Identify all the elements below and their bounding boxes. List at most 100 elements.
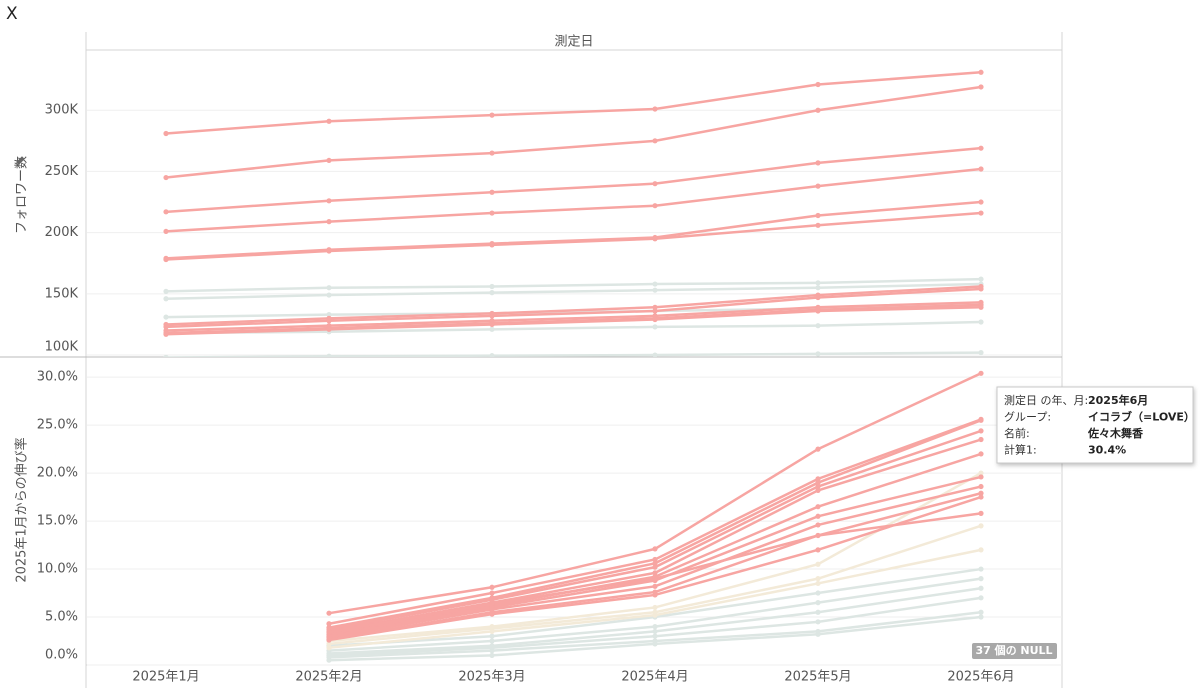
y-tick-label: 200K bbox=[45, 225, 79, 240]
data-point bbox=[815, 580, 821, 587]
data-point bbox=[815, 600, 821, 606]
data-point bbox=[815, 294, 821, 301]
data-point bbox=[326, 641, 332, 647]
data-point bbox=[489, 648, 495, 654]
y-tick-label: 20.0% bbox=[37, 466, 78, 481]
data-point bbox=[326, 285, 332, 291]
data-point bbox=[978, 576, 984, 582]
data-point bbox=[652, 181, 658, 187]
data-point bbox=[815, 631, 821, 637]
column-header: 測定日 bbox=[554, 35, 593, 50]
tooltip-label: 名前: bbox=[1004, 426, 1030, 440]
data-point bbox=[815, 609, 821, 615]
data-point bbox=[652, 304, 658, 310]
data-point bbox=[652, 203, 658, 209]
y-tick-label: 5.0% bbox=[45, 610, 78, 625]
data-point bbox=[978, 566, 984, 572]
data-point bbox=[978, 319, 984, 325]
data-point bbox=[978, 609, 984, 615]
y-tick-label: 100K bbox=[45, 340, 79, 355]
data-point bbox=[978, 483, 984, 490]
tooltip-value: 30.4% bbox=[1088, 444, 1126, 457]
data-point bbox=[326, 318, 332, 324]
series-group bbox=[326, 370, 984, 663]
data-point bbox=[978, 470, 984, 476]
data-point bbox=[652, 612, 658, 618]
close-button[interactable]: X bbox=[6, 4, 18, 24]
data-point bbox=[652, 236, 658, 242]
data-point bbox=[978, 417, 984, 423]
data-point bbox=[489, 242, 495, 248]
data-point bbox=[326, 198, 332, 204]
data-point bbox=[815, 590, 821, 596]
pin-icon bbox=[15, 156, 25, 165]
data-point bbox=[815, 160, 821, 166]
data-point bbox=[489, 638, 495, 644]
data-point bbox=[652, 564, 658, 570]
data-point bbox=[978, 69, 984, 75]
series-line bbox=[165, 146, 982, 214]
data-point bbox=[652, 106, 658, 112]
data-point bbox=[978, 523, 984, 529]
data-point bbox=[163, 331, 169, 337]
data-point bbox=[163, 130, 169, 137]
data-point bbox=[652, 546, 658, 552]
data-point bbox=[652, 633, 658, 639]
tooltip-value: イコラブ（=LOVE） bbox=[1088, 410, 1195, 424]
data-point bbox=[815, 619, 821, 625]
data-point bbox=[978, 84, 984, 90]
data-point bbox=[978, 210, 984, 216]
data-point bbox=[652, 287, 658, 293]
data-point bbox=[163, 296, 169, 302]
data-point bbox=[326, 621, 332, 627]
y-tick-label: 30.0% bbox=[37, 370, 78, 385]
data-point bbox=[326, 219, 332, 225]
data-point bbox=[978, 286, 984, 292]
data-point bbox=[489, 283, 495, 290]
y-axis-title: 2025年1月からの伸び率 bbox=[14, 437, 30, 582]
y-tick-label: 150K bbox=[45, 286, 79, 301]
series-line bbox=[165, 351, 982, 357]
tooltip-value: 佐々木舞香 bbox=[1087, 426, 1144, 440]
series-line bbox=[165, 301, 982, 332]
data-point bbox=[978, 614, 984, 620]
series-line bbox=[165, 285, 982, 326]
data-point bbox=[815, 212, 821, 219]
data-point bbox=[978, 436, 984, 443]
data-point bbox=[326, 637, 332, 643]
data-point bbox=[815, 522, 821, 528]
data-point bbox=[326, 353, 332, 357]
data-point bbox=[163, 209, 169, 215]
data-point bbox=[326, 118, 332, 124]
null-indicator[interactable]: 37 個の NULL bbox=[972, 643, 1057, 659]
data-point bbox=[652, 570, 658, 576]
data-point bbox=[652, 604, 658, 611]
data-point bbox=[815, 222, 821, 228]
data-point bbox=[326, 657, 332, 663]
data-point bbox=[489, 150, 495, 156]
tooltip-value: 2025年6月 bbox=[1088, 393, 1148, 407]
data-point bbox=[326, 312, 332, 318]
series-line bbox=[165, 71, 982, 135]
x-tick-label: 2025年1月 bbox=[132, 670, 199, 685]
data-point bbox=[652, 316, 658, 323]
y-tick-label: 10.0% bbox=[37, 562, 78, 577]
tooltip-label: 計算1: bbox=[1004, 443, 1037, 457]
data-point bbox=[326, 292, 332, 298]
data-point bbox=[815, 561, 821, 567]
data-point bbox=[978, 349, 984, 356]
data-point bbox=[489, 112, 495, 118]
data-point bbox=[978, 494, 984, 500]
data-point bbox=[326, 629, 332, 635]
data-point bbox=[978, 145, 984, 151]
data-point bbox=[489, 313, 495, 319]
data-point bbox=[163, 174, 169, 181]
data-point bbox=[978, 370, 984, 376]
x-tick-label: 2025年4月 bbox=[621, 670, 688, 685]
null-count[interactable]: 37 個の NULL bbox=[975, 643, 1052, 657]
data-point bbox=[978, 585, 984, 591]
data-point bbox=[815, 183, 821, 189]
x-tick-label: 2025年3月 bbox=[458, 670, 525, 685]
